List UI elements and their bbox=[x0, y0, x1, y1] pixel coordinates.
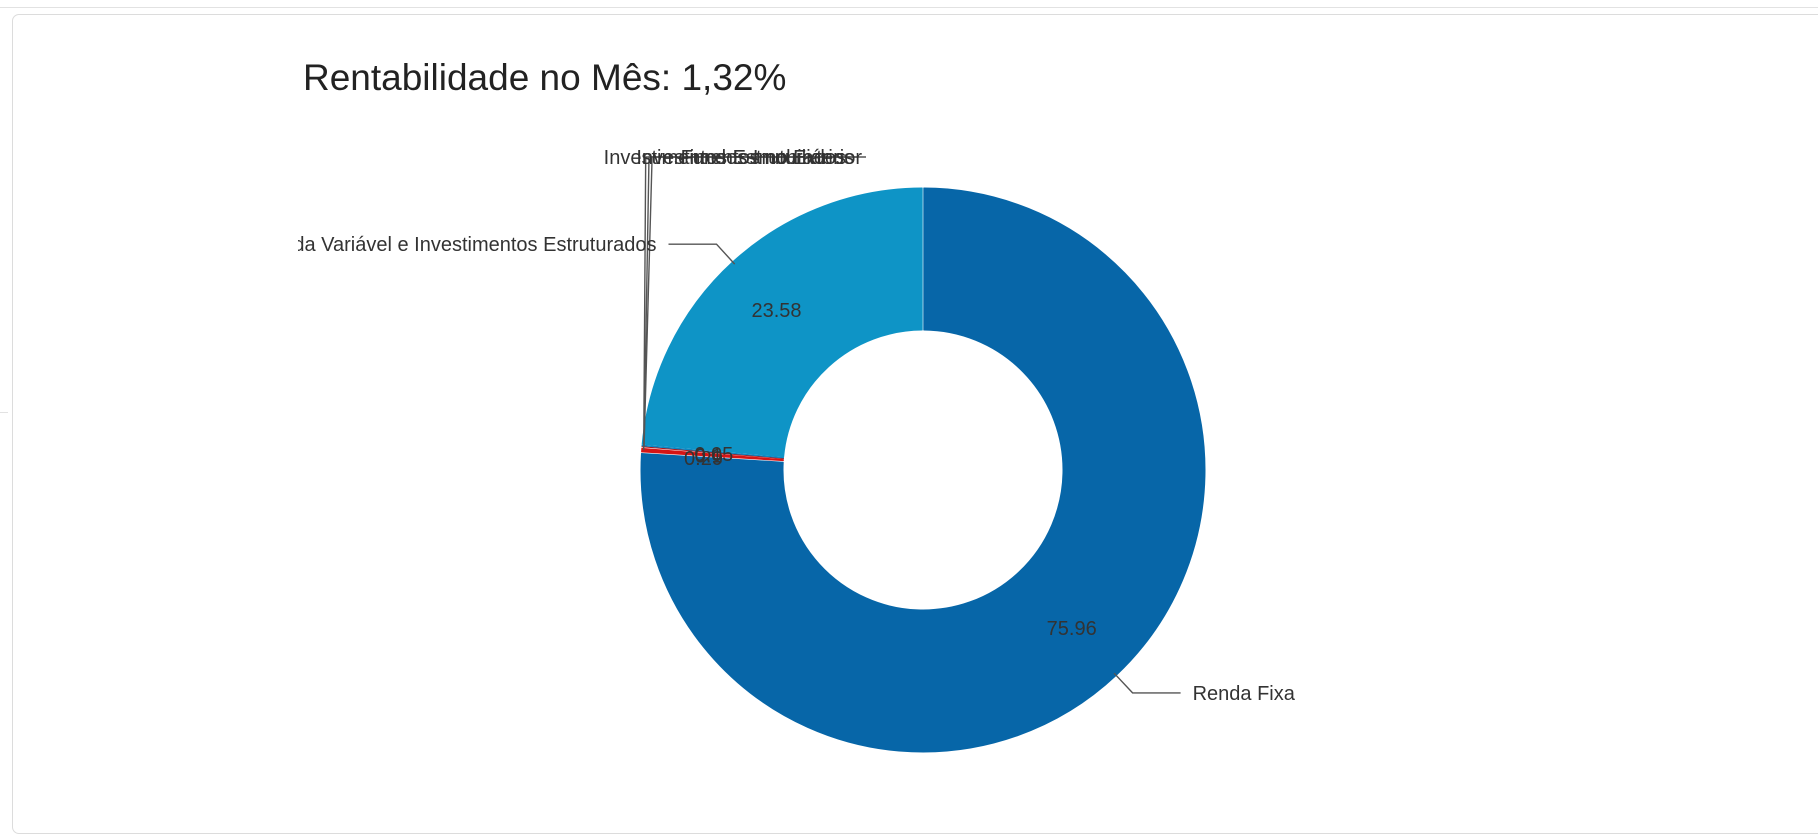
value-label-renda-fixa: 75.96 bbox=[1047, 618, 1097, 640]
value-label-renda-variavel-e-investimentos-estruturados: 23.58 bbox=[751, 300, 801, 322]
category-label-investimentos-no-exterior: Investimentos no Exterior bbox=[636, 147, 862, 169]
leader-line-investimentos-no-exterior bbox=[643, 156, 866, 446]
slice-investimentos-no-exterior[interactable] bbox=[641, 444, 785, 459]
value-label-fundos-imobiliarios: 0.1 bbox=[695, 445, 723, 467]
window-top-border bbox=[0, 7, 1818, 8]
leader-line-renda-fixa bbox=[1113, 672, 1181, 694]
category-label-renda-fixa: Renda Fixa bbox=[1193, 683, 1296, 705]
slice-renda-variavel-e-investimentos-estruturados[interactable] bbox=[641, 187, 923, 458]
leader-line-renda-variavel-e-investimentos-estruturados bbox=[668, 243, 736, 265]
slice-investimentos-estruturados[interactable] bbox=[641, 447, 784, 462]
category-label-fundos-imobiliarios: Fundos Imobiliários bbox=[681, 147, 854, 169]
donut-chart: Renda Fixa Investimentos EstruturadosFund… bbox=[257, 147, 1296, 753]
value-label-investimentos-no-exterior: 0.05 bbox=[694, 444, 733, 466]
category-label-renda-variavel-e-investimentos-estruturados: Renda Variável e Investimentos Estrutura… bbox=[257, 234, 657, 256]
category-label-investimentos-estruturados: Investimentos Estruturados bbox=[604, 147, 846, 169]
window-left-tick bbox=[0, 412, 8, 413]
value-label-investimentos-estruturados: 0.29 bbox=[684, 448, 723, 470]
slice-renda-fixa[interactable] bbox=[640, 187, 1206, 753]
chart-title: Rentabilidade no Mês: 1,32% bbox=[303, 57, 787, 98]
